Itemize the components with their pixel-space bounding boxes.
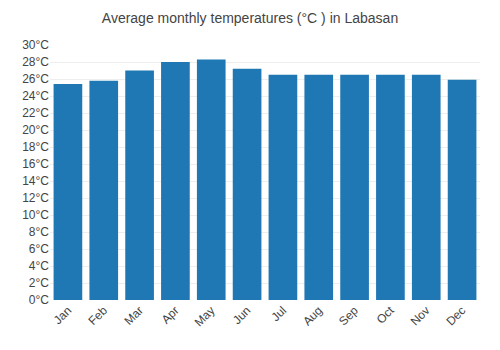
svg-text:Aug: Aug	[300, 303, 325, 328]
svg-text:4°C: 4°C	[29, 259, 49, 273]
svg-text:26°C: 26°C	[22, 72, 49, 86]
svg-text:18°C: 18°C	[22, 140, 49, 154]
svg-text:24°C: 24°C	[22, 89, 49, 103]
svg-text:20°C: 20°C	[22, 123, 49, 137]
svg-text:6°C: 6°C	[29, 242, 49, 256]
svg-text:Feb: Feb	[86, 303, 111, 328]
svg-text:16°C: 16°C	[22, 157, 49, 171]
svg-text:Average monthly temperatures (: Average monthly temperatures (°C ) in La…	[102, 10, 398, 26]
svg-text:Oct: Oct	[374, 303, 398, 327]
svg-text:8°C: 8°C	[29, 225, 49, 239]
svg-text:Jun: Jun	[230, 303, 254, 327]
svg-text:0°C: 0°C	[29, 293, 49, 307]
svg-text:14°C: 14°C	[22, 174, 49, 188]
svg-text:12°C: 12°C	[22, 191, 49, 205]
svg-text:Jan: Jan	[51, 303, 75, 327]
svg-text:Nov: Nov	[408, 303, 433, 328]
svg-text:10°C: 10°C	[22, 208, 49, 222]
svg-text:Jul: Jul	[269, 303, 290, 324]
svg-text:28°C: 28°C	[22, 55, 49, 69]
svg-text:Dec: Dec	[443, 303, 468, 328]
svg-text:May: May	[192, 303, 218, 329]
svg-text:30°C: 30°C	[22, 38, 49, 52]
svg-text:Apr: Apr	[159, 303, 182, 326]
svg-text:Sep: Sep	[336, 303, 361, 328]
svg-text:2°C: 2°C	[29, 276, 49, 290]
svg-text:Mar: Mar	[121, 303, 146, 328]
svg-text:22°C: 22°C	[22, 106, 49, 120]
